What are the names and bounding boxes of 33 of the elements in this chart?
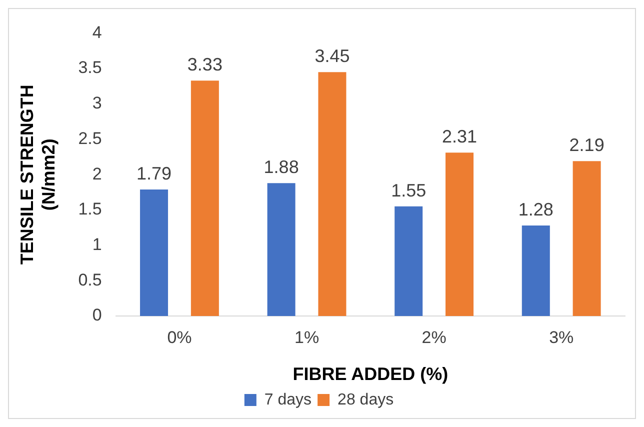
bar: [522, 226, 550, 316]
y-tick-label: 0.5: [78, 270, 102, 290]
data-label: 2.31: [442, 126, 478, 147]
bar: [267, 183, 296, 316]
data-label: 3.33: [187, 54, 222, 75]
legend-label: 7 days: [264, 391, 312, 408]
data-label: 1.79: [136, 163, 172, 184]
y-tick-label: 2: [92, 164, 102, 184]
y-tick-label: 3.5: [78, 58, 102, 78]
y-axis-title: TENSILE STRENGTH (N/mm2): [16, 84, 58, 265]
y-tick-label: 0: [92, 306, 102, 325]
bar: [446, 152, 474, 316]
y-tick-label: 2.5: [78, 128, 102, 148]
y-tick-label: 3: [92, 94, 102, 113]
bar: [572, 161, 601, 316]
bar: [394, 206, 423, 316]
x-tick-label: 1%: [294, 328, 320, 347]
bar: [190, 80, 219, 316]
data-label: 2.19: [569, 135, 604, 156]
bar: [318, 72, 346, 316]
data-label: 1.28: [518, 199, 554, 220]
data-label: 1.88: [264, 157, 299, 178]
bar: [140, 189, 168, 316]
y-tick-label: 1.5: [78, 200, 102, 219]
x-axis-title: FIBRE ADDED (%): [292, 364, 448, 384]
legend-label: 28 days: [338, 391, 394, 408]
y-tick-label: 4: [92, 22, 102, 42]
x-tick-label: 2%: [422, 328, 446, 347]
data-label: 1.55: [391, 180, 426, 200]
y-tick-label: 1: [92, 234, 102, 254]
data-label: 3.45: [314, 46, 350, 66]
x-tick-label: 0%: [167, 328, 192, 347]
x-tick-label: 3%: [549, 328, 574, 347]
